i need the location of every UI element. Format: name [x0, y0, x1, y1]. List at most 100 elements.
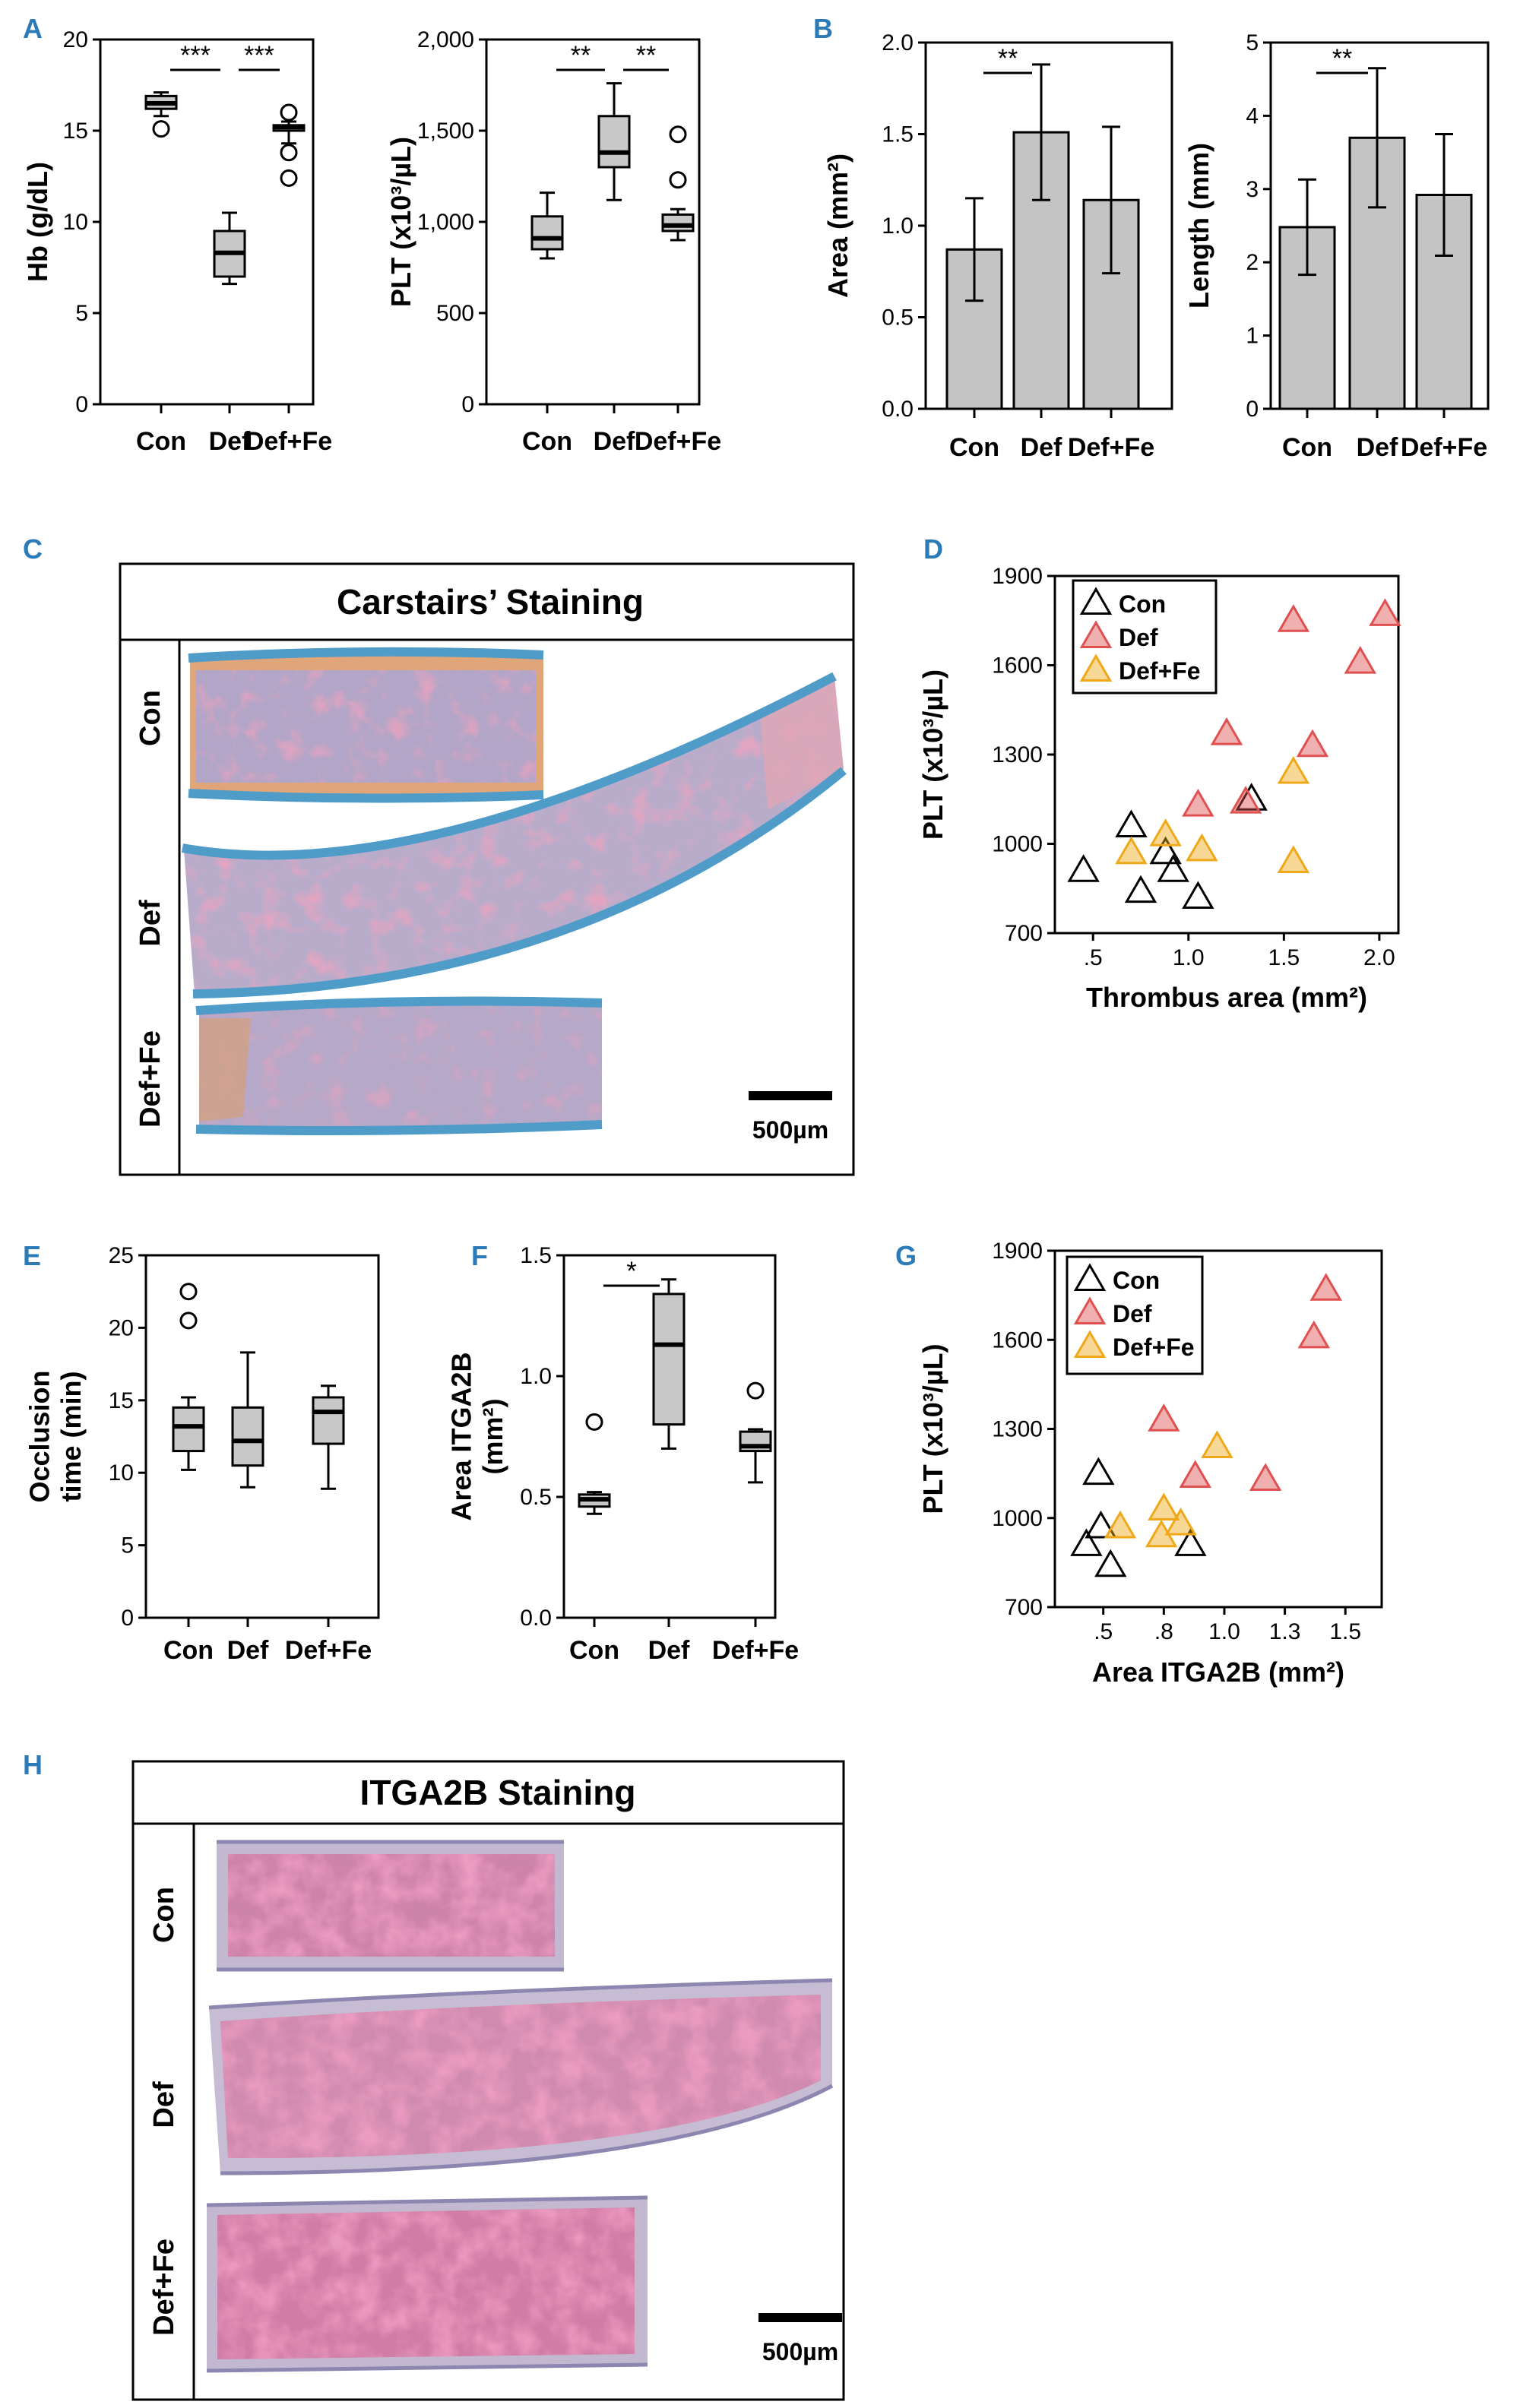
chart-g-ytick-label: 1000: [992, 1506, 1043, 1531]
chart-f-sig-label: *: [626, 1257, 636, 1286]
chart-a2-ytick-label: 2,000: [417, 27, 474, 52]
chart-f-ytick-label: 0.0: [520, 1606, 552, 1631]
chart-b1-category-def: Def: [1021, 433, 1062, 462]
panel-label-g: G: [895, 1240, 917, 1271]
chart-d-point-def: [1229, 786, 1262, 814]
chart-g-ytick-label: 1300: [992, 1417, 1043, 1442]
chart-d-point-con: [1067, 854, 1100, 882]
chart-g-point-def: [1297, 1320, 1331, 1349]
chart-d-ytick-label: 700: [1005, 921, 1043, 946]
chart-f-ytick-label: 1.5: [520, 1243, 552, 1268]
chart-b1-category-con: Con: [949, 433, 999, 462]
chart-g-xlabel: Area ITGA2B (mm²): [1092, 1656, 1344, 1688]
chart-f-category-con: Con: [569, 1636, 619, 1665]
chart-d-legend-marker-def: [1079, 620, 1113, 648]
chart-b1-category-def-fe: Def+Fe: [1068, 433, 1154, 462]
chart-a1-ytick-label: 10: [63, 210, 88, 235]
itga2b-def-section: [208, 1978, 834, 2175]
chart-g-xtick-label: 1.3: [1269, 1619, 1301, 1644]
chart-f-ytick-label: 0.5: [520, 1485, 552, 1510]
chart-d-legend-label-con: Con: [1119, 590, 1166, 618]
chart-plt-boxplot: 0 500 1,000 1,500 2,000 PLT (x10³/µL) Con Def De…: [385, 27, 721, 456]
panel-h-row-def: Def: [148, 2081, 180, 2128]
chart-g-legend-label-def: Def: [1113, 1300, 1152, 1327]
panel-label-h: H: [23, 1749, 43, 1780]
chart-d-point-con: [1149, 836, 1182, 865]
chart-f-box-def: [652, 1293, 686, 1426]
chart-a2-sig-label: **: [571, 41, 591, 70]
chart-a1-ylabel: Hb (g/dL): [22, 162, 53, 282]
chart-a2-category-con: Con: [522, 427, 572, 456]
chart-e-box-def-fe: [312, 1396, 345, 1445]
chart-d-ytick-label: 1600: [992, 653, 1043, 679]
chart-a1-outlier-con: [152, 120, 170, 138]
panel-label-e: E: [23, 1240, 41, 1271]
panel-label-d: D: [923, 533, 943, 565]
chart-f-ylabel-line: Area ITGA2B: [446, 1352, 477, 1520]
chart-d-point-def-fe: [1277, 845, 1310, 873]
chart-g-legend-marker-def: [1073, 1296, 1107, 1324]
chart-a1-category-def-fe: Def+Fe: [245, 427, 332, 456]
chart-d-point-def-fe: [1277, 755, 1310, 784]
panel-h-itga2b: ITGA2B Staining Con Def Def+Fe 500µm: [131, 1760, 845, 2401]
chart-g-xtick-label: .8: [1154, 1619, 1173, 1644]
chart-g-legend-box: [1066, 1255, 1204, 1375]
chart-a2-ytick-label: 500: [436, 301, 474, 326]
chart-a2-category-def: Def: [594, 427, 635, 456]
chart-a2-box-con: [530, 215, 564, 251]
chart-b2-ytick-label: 3: [1246, 177, 1259, 202]
chart-occlusion-time-boxplot: 0 5 10 15 20 25 Occlusiontime (min) Con Def Def+F…: [24, 1243, 380, 1665]
chart-d-point-con: [1157, 854, 1189, 882]
itga2b-def-fe-section: [206, 2195, 648, 2373]
chart-a2-ytick-label: 0: [461, 392, 474, 417]
chart-d-ytick-label: 1900: [992, 564, 1043, 589]
chart-e-box-con: [172, 1406, 205, 1453]
chart-f-outlier-def-fe: [746, 1381, 765, 1400]
chart-b1-ytick-label: 0.0: [882, 397, 914, 422]
chart-d-point-def: [1210, 717, 1243, 745]
chart-g-xtick-label: 1.0: [1208, 1619, 1240, 1644]
panel-label-c: C: [23, 533, 43, 565]
panel-c-row-def: Def: [135, 900, 166, 947]
chart-d-point-def-fe: [1115, 836, 1148, 865]
panel-c-row-def-fe: Def+Fe: [135, 1030, 166, 1128]
panel-c-row-con: Con: [135, 690, 166, 746]
chart-a1-sig-label: ***: [244, 41, 274, 70]
chart-g-legend-label-con: Con: [1113, 1267, 1160, 1294]
chart-e-ytick-label: 10: [109, 1460, 134, 1486]
chart-e-ylabel-line: time (min): [55, 1371, 87, 1501]
chart-b2-ytick-label: 2: [1246, 250, 1259, 275]
chart-b2-category-def: Def: [1357, 433, 1398, 462]
chart-a2-ytick-label: 1,000: [417, 210, 474, 235]
panel-c-carstairs: Carstairs’ Staining Con Def Def+Fe 500µm: [119, 562, 855, 1176]
chart-a1-outlier-def-fe: [280, 103, 298, 122]
chart-b2-ytick-label: 5: [1246, 30, 1259, 55]
carstairs-def-section: [181, 672, 847, 998]
panel-h-frame: [131, 1760, 845, 2401]
chart-g-point-def-fe: [1164, 1507, 1197, 1536]
chart-f-ytick-label: 1.0: [520, 1364, 552, 1389]
chart-g-point-def-fe: [1104, 1510, 1137, 1539]
chart-f-ylabel: Area ITGA2B(mm²): [446, 1352, 508, 1520]
chart-b2-category-con: Con: [1282, 433, 1332, 462]
chart-g-point-con: [1174, 1528, 1207, 1556]
chart-a1-category-def: Def: [209, 427, 251, 456]
chart-a1-ytick-label: 20: [63, 27, 88, 52]
chart-d-point-def: [1344, 645, 1376, 674]
chart-b1-sig-label: **: [998, 44, 1018, 73]
chart-g-point-def-fe: [1201, 1430, 1233, 1458]
chart-d-ylabel: PLT (x10³/µL): [917, 669, 948, 840]
panel-h-scale-label: 500µm: [762, 2338, 838, 2365]
chart-f-ylabel-line: (mm²): [477, 1399, 508, 1475]
chart-d-xtick-label: 1.0: [1173, 945, 1205, 970]
chart-b2-ytick-label: 0: [1246, 397, 1259, 422]
panel-label-b: B: [813, 13, 833, 44]
chart-e-category-def-fe: Def+Fe: [285, 1636, 372, 1665]
chart-g-point-con: [1094, 1549, 1127, 1577]
panel-label-f: F: [471, 1240, 488, 1271]
panel-label-a: A: [23, 13, 43, 44]
chart-d-legend-marker-con: [1079, 587, 1113, 615]
chart-f-outlier-con: [585, 1413, 603, 1431]
chart-d-point-def-fe: [1186, 833, 1218, 862]
